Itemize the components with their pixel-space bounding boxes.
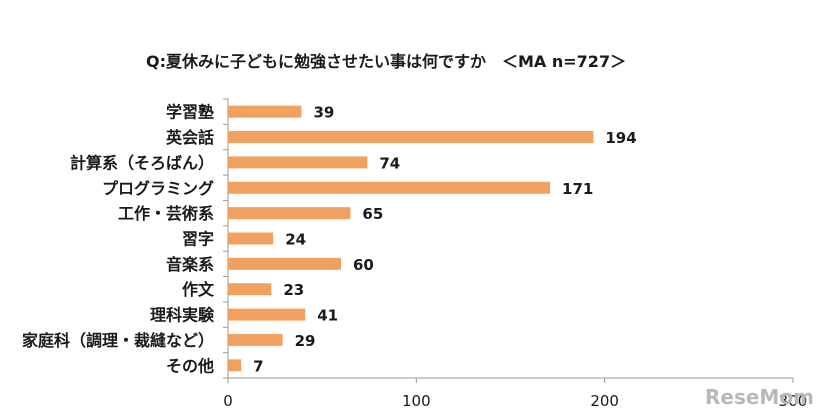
category-label: 習字 (182, 230, 214, 249)
value-label: 23 (283, 281, 304, 299)
category-label: 工作・芸術系 (118, 204, 214, 223)
value-label: 29 (295, 332, 316, 350)
category-label: 学習塾 (166, 103, 214, 122)
bar (228, 333, 283, 346)
value-label: 171 (562, 180, 593, 198)
category-label: 作文 (182, 280, 215, 299)
value-label: 7 (253, 357, 263, 375)
chart-title: Q:夏休みに子どもに勉強させたい事は何ですか ＜MA n=727＞ (146, 52, 626, 71)
bar (228, 105, 302, 118)
bar (228, 308, 306, 321)
bar (228, 283, 272, 296)
value-label: 60 (353, 256, 374, 274)
category-label: 音楽系 (166, 255, 214, 274)
plot-area: 0 100 200 300 学習塾 39 英会話 194 計算系（そろばん） 74 プログラミング 1… (22, 98, 808, 410)
value-label: 39 (313, 104, 334, 122)
bar (228, 156, 368, 169)
bar (228, 359, 242, 372)
category-label: 理科実験 (150, 306, 215, 325)
x-tick-label: 0 (223, 392, 233, 410)
bar (228, 257, 341, 270)
watermark-logo: ReseMom (705, 385, 814, 409)
category-label: プログラミング (102, 179, 214, 198)
x-tick-label: 200 (590, 392, 619, 410)
x-tick-label: 300 (779, 392, 808, 410)
category-label: 家庭科（調理・裁縫など） (22, 331, 214, 350)
value-label: 24 (285, 231, 306, 249)
value-label: 41 (317, 307, 338, 325)
bar (228, 232, 274, 245)
category-label: 計算系（そろばん） (70, 153, 214, 172)
x-tick-label: 100 (402, 392, 431, 410)
value-label: 65 (362, 205, 383, 223)
bar (228, 207, 351, 220)
value-label: 194 (605, 129, 636, 147)
category-label: その他 (166, 356, 214, 375)
bar (228, 131, 594, 144)
category-label: 英会話 (165, 128, 214, 147)
value-label: 74 (379, 154, 400, 172)
bar (228, 181, 551, 194)
